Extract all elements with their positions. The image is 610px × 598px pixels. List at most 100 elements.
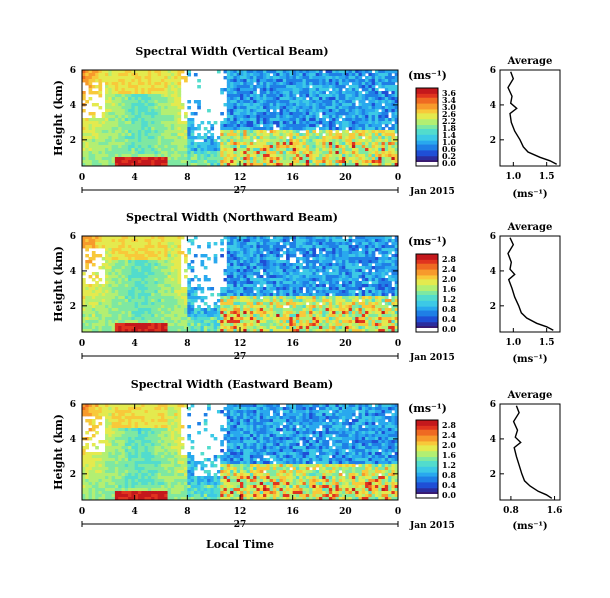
heatmap-cell bbox=[351, 97, 356, 101]
heatmap-cell bbox=[295, 239, 300, 243]
heatmap-cell bbox=[220, 160, 224, 164]
heatmap-cell bbox=[299, 133, 303, 137]
heatmap-cell bbox=[240, 70, 244, 74]
heatmap-cell bbox=[184, 115, 188, 119]
heatmap-cell bbox=[161, 266, 165, 270]
heatmap-cell bbox=[263, 136, 267, 140]
heatmap-cell bbox=[220, 139, 224, 143]
heatmap-cell bbox=[305, 145, 310, 149]
colorbar-tick-label: 1.8 bbox=[442, 123, 456, 133]
heatmap-cell bbox=[394, 70, 399, 74]
heatmap-cell bbox=[180, 139, 185, 143]
heatmap-cell bbox=[358, 157, 363, 161]
heatmap-cell bbox=[157, 109, 162, 113]
heatmap-cell bbox=[272, 281, 277, 285]
heatmap-cell bbox=[374, 91, 379, 95]
heatmap-cell bbox=[243, 100, 247, 104]
heatmap-cell bbox=[108, 284, 113, 288]
heatmap-cell bbox=[82, 278, 86, 282]
heatmap-cell bbox=[269, 145, 274, 149]
heatmap-cell bbox=[157, 269, 162, 273]
heatmap-cell bbox=[193, 136, 198, 140]
heatmap-cell bbox=[259, 100, 264, 104]
heatmap-cell bbox=[131, 317, 136, 321]
heatmap-cell bbox=[88, 154, 93, 158]
heatmap-cell bbox=[157, 157, 162, 161]
heatmap-cell bbox=[154, 263, 159, 267]
heatmap-cell bbox=[233, 281, 238, 285]
heatmap-cell bbox=[124, 103, 129, 107]
profile-x-tick-label: 1.5 bbox=[539, 172, 555, 182]
heatmap-cell bbox=[302, 151, 307, 155]
heatmap-cell bbox=[151, 79, 155, 83]
heatmap-cell bbox=[85, 248, 89, 252]
heatmap-cell bbox=[170, 139, 175, 143]
heatmap-cell bbox=[236, 100, 241, 104]
heatmap-cell bbox=[223, 290, 228, 294]
heatmap-cell bbox=[118, 88, 122, 92]
heatmap-cell bbox=[141, 242, 145, 246]
heatmap-cell bbox=[131, 284, 136, 288]
heatmap-cell bbox=[384, 79, 389, 83]
heatmap-cell bbox=[299, 163, 303, 167]
heatmap-cell bbox=[322, 329, 326, 333]
heatmap-cell bbox=[197, 278, 201, 282]
heatmap-cell bbox=[335, 251, 340, 255]
heatmap-cell bbox=[266, 148, 271, 152]
heatmap-cell bbox=[95, 290, 99, 294]
heatmap-cell bbox=[325, 163, 330, 167]
heatmap-cell bbox=[391, 79, 396, 83]
heatmap-cell bbox=[193, 148, 198, 152]
heatmap-cell bbox=[312, 109, 317, 113]
heatmap-cell bbox=[249, 299, 254, 303]
heatmap-cell bbox=[371, 88, 376, 92]
heatmap-cell bbox=[141, 94, 145, 98]
heatmap-cell bbox=[279, 311, 284, 315]
heatmap-cell bbox=[335, 97, 340, 101]
heatmap-cell bbox=[286, 269, 290, 273]
heatmap-cell bbox=[223, 293, 228, 297]
heatmap-cell bbox=[167, 293, 172, 297]
heatmap-cell bbox=[121, 269, 126, 273]
heatmap-cell bbox=[279, 91, 284, 95]
heatmap-cell bbox=[315, 118, 320, 122]
heatmap-cell bbox=[154, 124, 159, 128]
heatmap-cell bbox=[184, 311, 188, 315]
heatmap-cell bbox=[279, 260, 284, 264]
heatmap-cell bbox=[236, 248, 241, 252]
heatmap-cell bbox=[167, 269, 172, 273]
heatmap-cell bbox=[263, 317, 267, 321]
heatmap-cell bbox=[124, 251, 129, 255]
heatmap-cell bbox=[269, 133, 274, 137]
heatmap-cell bbox=[305, 305, 310, 309]
heatmap-cell bbox=[167, 73, 172, 77]
heatmap-cell bbox=[263, 245, 267, 249]
heatmap-cell bbox=[335, 266, 340, 270]
heatmap-cell bbox=[154, 163, 159, 167]
heatmap-cell bbox=[164, 251, 168, 255]
heatmap-cell bbox=[289, 118, 294, 122]
heatmap-cell bbox=[170, 257, 175, 261]
heatmap-cell bbox=[253, 76, 257, 80]
heatmap-cell bbox=[365, 163, 369, 167]
heatmap-cell bbox=[226, 308, 231, 312]
heatmap-cell bbox=[332, 308, 336, 312]
heatmap-cell bbox=[358, 121, 363, 125]
heatmap-cell bbox=[118, 308, 122, 312]
heatmap-cell bbox=[137, 254, 142, 258]
heatmap-cell bbox=[213, 323, 218, 327]
heatmap-cell bbox=[164, 299, 168, 303]
heatmap-cell bbox=[91, 323, 96, 327]
heatmap-cell bbox=[137, 85, 142, 89]
heatmap-cell bbox=[243, 85, 247, 89]
heatmap-cell bbox=[207, 154, 211, 158]
heatmap-cell bbox=[101, 302, 106, 306]
heatmap-cell bbox=[253, 148, 257, 152]
heatmap-cell bbox=[111, 94, 116, 98]
heatmap-cell bbox=[315, 76, 320, 80]
heatmap-cell bbox=[322, 109, 326, 113]
heatmap-cell bbox=[210, 314, 215, 318]
heatmap-cell bbox=[105, 88, 109, 92]
heatmap-cell bbox=[98, 139, 103, 143]
heatmap-cell bbox=[391, 124, 396, 128]
